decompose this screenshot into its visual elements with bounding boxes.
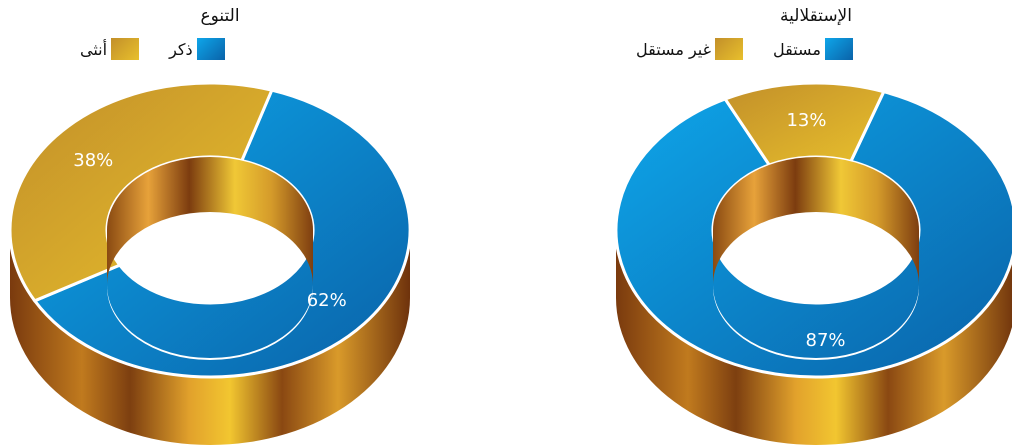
legend-label: مستقل	[773, 39, 821, 59]
chart-title: التنوع	[200, 6, 240, 26]
legend-item-female: أنثى	[80, 38, 140, 60]
legend-swatch-gold	[111, 38, 140, 60]
legend: مستقل غير مستقل	[636, 38, 853, 60]
legend-item-male: ذكر	[169, 38, 225, 60]
donut-side-wall	[10, 230, 410, 445]
donut-chart: 87% 13%	[614, 81, 1012, 445]
pct-label: 87%	[806, 330, 846, 351]
legend-label: ذكر	[169, 39, 193, 59]
legend-label: غير مستقل	[636, 39, 711, 59]
chart-title: الإستقلالية	[780, 6, 852, 26]
legend-item-independent: مستقل	[773, 38, 853, 60]
legend-label: أنثى	[80, 39, 108, 59]
legend: ذكر أنثى	[80, 38, 225, 60]
pct-label: 13%	[786, 110, 826, 131]
legend-item-not-independent: غير مستقل	[636, 38, 743, 60]
independence-chart-panel: الإستقلالية مستقل غير مستقل 87% 13%	[596, 0, 1012, 446]
donut-inner-wall	[713, 157, 919, 285]
legend-swatch-gold	[715, 38, 743, 60]
donut-side-wall	[616, 230, 1012, 445]
pct-label: 62%	[307, 290, 347, 311]
gender-chart-panel: التنوع ذكر أنثى 62% 38%	[0, 0, 440, 446]
legend-swatch-blue	[196, 38, 225, 60]
donut-inner-wall	[107, 157, 313, 285]
donut-chart: 62% 38%	[8, 81, 412, 445]
pct-label: 38%	[73, 150, 113, 171]
legend-swatch-blue	[824, 38, 853, 60]
